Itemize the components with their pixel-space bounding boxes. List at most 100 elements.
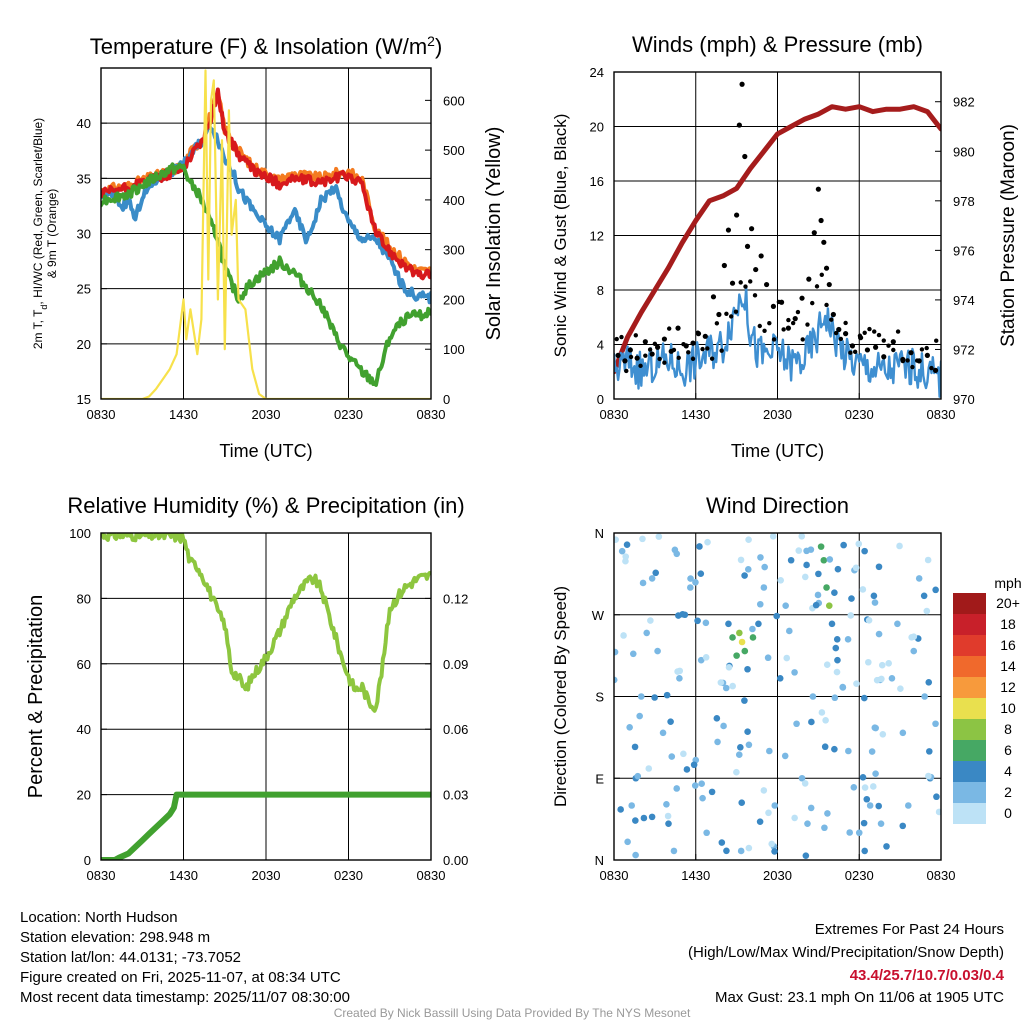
series-gust-point [619,334,624,340]
series-gust-point [815,186,821,192]
direction-point [870,592,878,600]
y-tick-label-left: N [595,526,604,541]
plot-frame [613,71,942,400]
series-gust-point [716,311,722,318]
series-gust-point [790,320,796,326]
direction-point [861,547,868,555]
direction-point [821,824,828,832]
direction-point [897,685,904,693]
direction-point [878,661,886,669]
series-gust-point [929,365,934,371]
direction-point [803,547,810,555]
series-gust-point [891,347,896,353]
series-gust-point [627,347,633,353]
series-gust-point [862,330,867,336]
direction-point [696,543,703,550]
direction-point [803,561,810,569]
direction-point [768,840,775,848]
y-tick-label-left: 100 [69,526,91,541]
direction-point [868,748,876,755]
direction-point [875,563,883,571]
direction-point [618,547,626,555]
direction-point [614,536,619,544]
series-td-line [101,162,431,387]
direction-point [708,788,716,796]
y-axis-label-right: Station Pressure (Maroon) [998,124,1019,347]
colorbar-swatch [953,719,986,740]
series-gust-point [675,325,681,331]
direction-point [825,602,833,609]
direction-point [722,684,730,692]
direction-point [815,570,822,578]
direction-point [764,654,772,662]
direction-point [899,729,907,737]
y-tick-label-right: 970 [953,392,975,407]
plot-frame [613,532,942,861]
direction-point [872,770,879,778]
direction-point [664,812,672,820]
series-gust-point [848,350,853,355]
direction-point [869,783,877,790]
direction-point [643,629,650,637]
x-axis-label: Time (UTC) [219,441,312,461]
direction-point [675,612,682,619]
direction-point [741,697,748,704]
direction-point [624,838,631,846]
y-tick-label-right: 980 [953,144,975,159]
y-tick-label-right: 0.12 [443,591,468,606]
direction-point [647,617,654,624]
direction-point [817,543,825,550]
series-gust-point [814,284,820,289]
direction-point [617,806,624,813]
direction-point [756,600,764,608]
direction-point [720,722,727,730]
series-relative-humidity-line [101,533,431,713]
direction-point [866,802,874,809]
direction-point [845,747,852,755]
direction-point [924,556,932,564]
direction-point [915,575,923,582]
y-axis-label-left: 2m T, Td, HI/WC (Red, Green, Scarlet/Blu… [31,118,49,349]
direction-point [879,730,887,738]
series-gust-point [838,336,844,342]
direction-point [804,820,811,827]
x-axis-label: Time (UTC) [731,441,824,461]
y-tick-label-right: 972 [953,342,975,357]
direction-point [628,802,636,809]
direction-point [822,717,829,724]
y-tick-label-left: 40 [77,116,91,131]
direction-point [871,599,879,606]
direction-point [629,650,637,658]
y-tick-label-left: 60 [77,657,91,672]
direction-point [823,661,831,669]
direction-point [848,595,855,602]
direction-point [923,607,931,615]
direction-point [894,620,901,628]
y-tick-label-left: 20 [590,120,604,135]
direction-point [801,573,809,581]
direction-point [877,820,885,827]
direction-point [765,809,772,817]
series-gust-point [714,321,720,326]
series-gust-point [724,311,729,317]
direction-point [698,780,705,788]
direction-point [833,636,841,643]
footer-latlon: Station lat/lon: 44.0131; -73.7052 [20,949,242,966]
series-gust-point [762,328,767,334]
series-gust-point [749,226,755,232]
series-gust-point [671,347,677,353]
series-gust-point [934,338,939,343]
x-tick-label: 1430 [169,868,198,883]
series-gust-point [686,350,691,355]
series-gust-point [810,300,815,306]
x-tick-label: 0230 [334,868,363,883]
direction-point [738,638,746,646]
direction-point [749,625,756,633]
series-gust-point [908,350,914,356]
series-gust-point [742,153,748,160]
direction-point [855,829,863,837]
series-gust-point [811,230,817,236]
colorbar-swatch [953,593,986,614]
direction-point [791,814,798,822]
colorbar-swatch [953,635,986,656]
